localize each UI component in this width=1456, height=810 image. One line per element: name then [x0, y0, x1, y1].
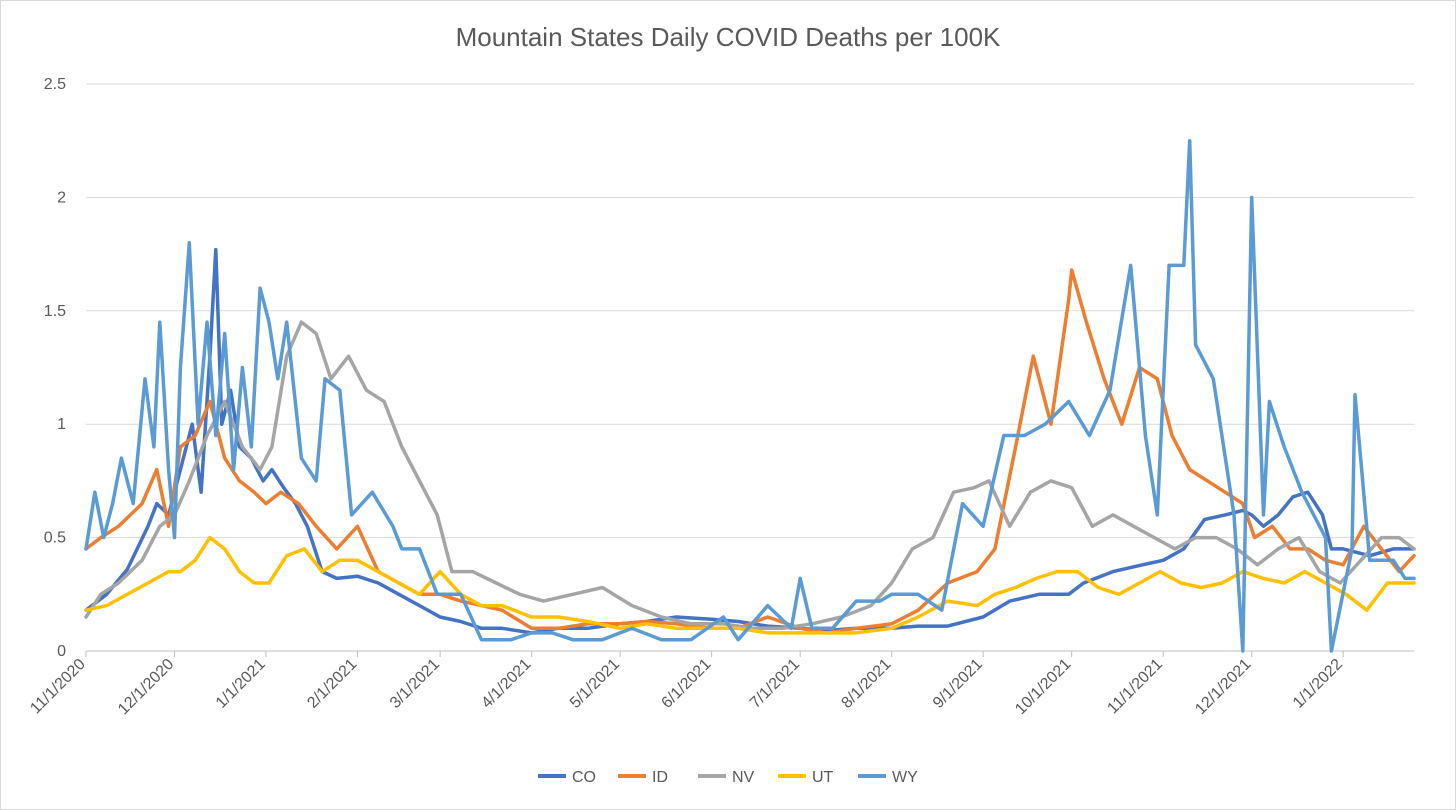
legend-label-nv: NV	[732, 769, 755, 786]
chart-title: Mountain States Daily COVID Deaths per 1…	[455, 22, 1001, 52]
series-lines	[84, 138, 1416, 653]
x-tick-label: 10/1/2021	[1012, 656, 1074, 718]
gridlines	[86, 83, 1414, 652]
legend: CO ID NV UT WY	[538, 769, 918, 786]
series-line-wy	[84, 138, 1416, 653]
legend-label-co: CO	[572, 769, 596, 786]
y-tick-label: 2.5	[44, 76, 66, 93]
series-line-nv	[84, 320, 1416, 631]
x-axis-ticks: 11/1/2020 12/1/2020 1/1/2021 2/1/2021 3/1/20…	[27, 651, 1346, 718]
x-tick-label: 1/1/2021	[213, 656, 269, 712]
x-tick-label: 1/1/2022	[1290, 656, 1346, 712]
x-tick-label: 12/1/2021	[1192, 656, 1254, 718]
legend-label-id: ID	[652, 769, 668, 786]
legend-label-wy: WY	[892, 769, 918, 786]
y-axis-ticks: 0 0.5 1 1.5 2 2.5	[44, 76, 66, 660]
x-tick-label: 9/1/2021	[930, 656, 986, 712]
legend-label-ut: UT	[812, 769, 834, 786]
y-tick-label: 0.5	[44, 530, 66, 547]
x-tick-label: 3/1/2021	[387, 656, 443, 712]
x-tick-label: 7/1/2021	[747, 656, 803, 712]
x-tick-label: 4/1/2021	[478, 656, 534, 712]
x-tick-label: 12/1/2020	[115, 656, 177, 718]
y-tick-label: 1.5	[44, 303, 66, 320]
x-tick-label: 2/1/2021	[304, 656, 360, 712]
y-tick-label: 1	[57, 416, 66, 433]
series-line-ut	[84, 535, 1416, 635]
y-tick-label: 0	[57, 643, 66, 660]
series-line-id	[84, 268, 1416, 635]
x-tick-label: 11/1/2020	[27, 656, 89, 718]
y-tick-label: 2	[57, 189, 66, 206]
series-line-co	[84, 247, 1416, 635]
x-tick-label: 8/1/2021	[838, 656, 894, 712]
x-tick-label: 6/1/2021	[658, 656, 714, 712]
x-tick-label: 11/1/2021	[1104, 656, 1166, 718]
x-tick-label: 5/1/2021	[567, 656, 623, 712]
